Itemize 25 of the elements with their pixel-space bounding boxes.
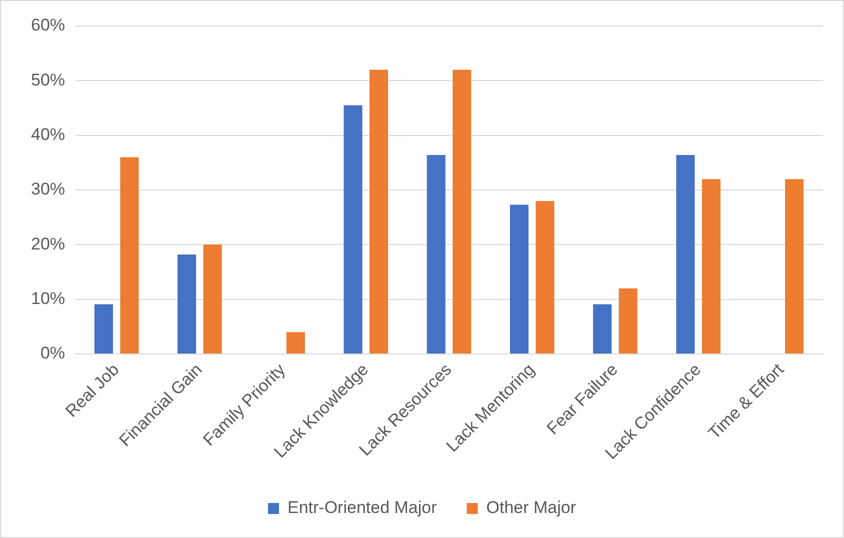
- y-tick-label: 0%: [40, 344, 66, 363]
- y-tick-label: 20%: [30, 234, 66, 254]
- bar: [344, 105, 362, 354]
- legend-label: Other Major: [486, 498, 576, 518]
- bar: [286, 332, 305, 354]
- bar: [370, 70, 388, 354]
- bar: [510, 204, 529, 354]
- bar: [676, 155, 695, 354]
- bar: [178, 254, 196, 354]
- y-tick-label: 30%: [30, 180, 66, 199]
- bar: [593, 304, 612, 354]
- bar: [785, 179, 804, 354]
- bar: [120, 157, 139, 354]
- bar: [536, 200, 554, 354]
- bar: [702, 179, 720, 354]
- bar: [452, 70, 472, 354]
- bar: [94, 304, 113, 354]
- bar: [203, 244, 222, 354]
- y-tick-label: 50%: [30, 70, 66, 90]
- y-tick-label: 60%: [30, 16, 66, 35]
- legend-label: Entr-Oriented Major: [287, 498, 438, 518]
- bar: [426, 155, 446, 354]
- y-tick-label: 10%: [30, 289, 66, 308]
- bar: [618, 288, 638, 354]
- y-tick-label: 40%: [30, 125, 66, 144]
